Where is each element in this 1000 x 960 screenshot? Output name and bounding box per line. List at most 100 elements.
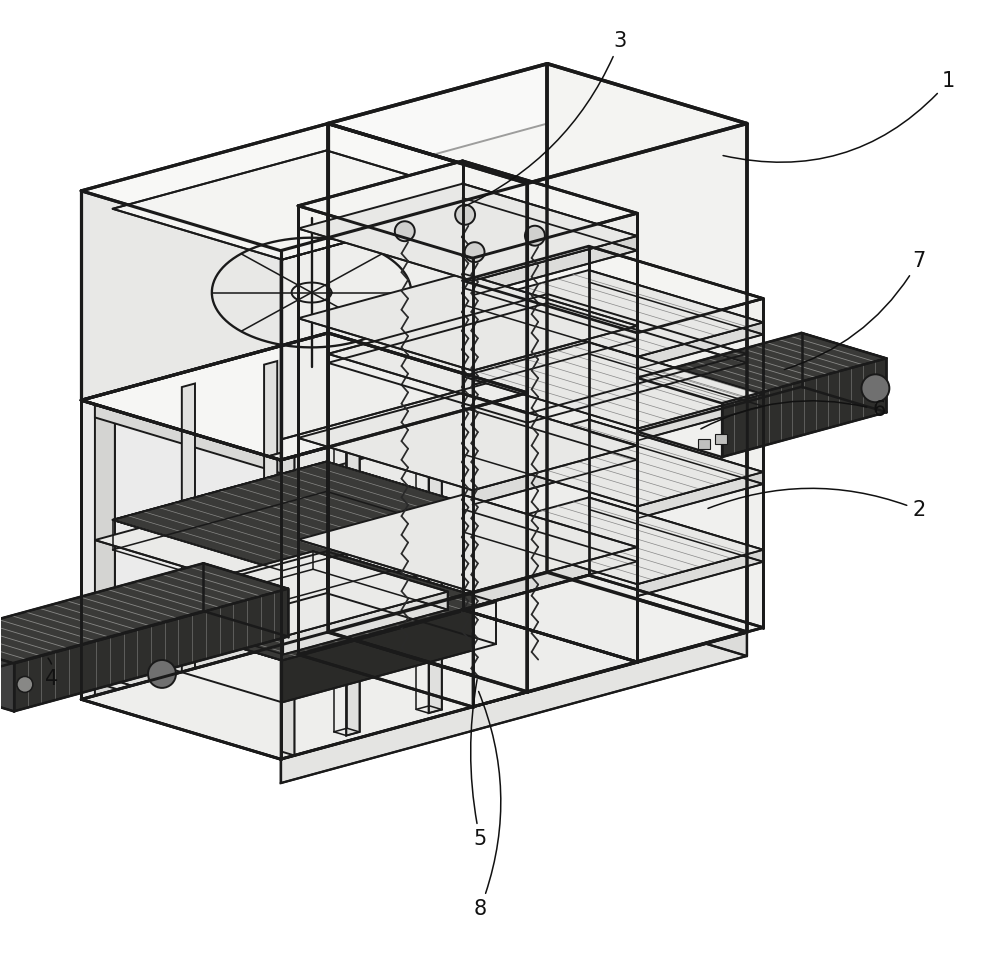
- Polygon shape: [282, 602, 496, 667]
- Circle shape: [525, 226, 545, 246]
- Polygon shape: [463, 161, 637, 662]
- Polygon shape: [95, 396, 115, 702]
- Polygon shape: [282, 202, 496, 439]
- Polygon shape: [268, 452, 294, 460]
- Polygon shape: [113, 462, 496, 571]
- Polygon shape: [328, 333, 348, 638]
- Polygon shape: [589, 246, 763, 628]
- Polygon shape: [473, 325, 637, 385]
- Circle shape: [455, 204, 475, 225]
- Polygon shape: [281, 671, 527, 759]
- Polygon shape: [0, 638, 14, 711]
- Polygon shape: [499, 389, 527, 397]
- Circle shape: [861, 374, 889, 402]
- Polygon shape: [95, 481, 511, 600]
- Circle shape: [465, 242, 485, 262]
- Polygon shape: [637, 395, 763, 441]
- Polygon shape: [312, 333, 348, 344]
- Polygon shape: [81, 675, 294, 738]
- Text: 5: 5: [471, 680, 487, 849]
- Polygon shape: [589, 420, 763, 484]
- Polygon shape: [298, 274, 637, 371]
- Polygon shape: [463, 246, 763, 333]
- Polygon shape: [281, 456, 294, 481]
- Polygon shape: [298, 494, 637, 592]
- Polygon shape: [328, 63, 747, 183]
- Polygon shape: [722, 358, 886, 457]
- Polygon shape: [281, 632, 747, 783]
- Polygon shape: [589, 497, 763, 562]
- Polygon shape: [637, 323, 763, 369]
- Polygon shape: [463, 342, 763, 429]
- Polygon shape: [101, 339, 348, 427]
- Polygon shape: [264, 361, 277, 663]
- Polygon shape: [463, 183, 637, 251]
- Polygon shape: [294, 540, 511, 609]
- Text: 6: 6: [701, 400, 886, 429]
- Text: 3: 3: [465, 32, 626, 206]
- Polygon shape: [802, 333, 886, 412]
- Polygon shape: [281, 393, 527, 759]
- Polygon shape: [101, 617, 348, 706]
- Polygon shape: [81, 333, 527, 460]
- Text: 4: 4: [45, 659, 58, 689]
- Polygon shape: [282, 513, 496, 578]
- Circle shape: [17, 677, 33, 692]
- Polygon shape: [95, 675, 294, 756]
- Polygon shape: [113, 551, 496, 660]
- Polygon shape: [313, 551, 448, 610]
- Polygon shape: [81, 572, 747, 759]
- Polygon shape: [346, 433, 360, 735]
- Text: 2: 2: [708, 489, 925, 520]
- Polygon shape: [268, 667, 527, 738]
- Polygon shape: [637, 472, 763, 518]
- Polygon shape: [328, 294, 747, 414]
- Polygon shape: [637, 333, 886, 403]
- Polygon shape: [463, 420, 763, 507]
- Polygon shape: [312, 481, 511, 550]
- Text: 7: 7: [784, 251, 925, 370]
- Polygon shape: [547, 294, 747, 363]
- Polygon shape: [298, 161, 637, 258]
- Polygon shape: [182, 383, 195, 686]
- Polygon shape: [282, 452, 294, 756]
- Polygon shape: [81, 333, 328, 700]
- Polygon shape: [298, 183, 637, 281]
- Polygon shape: [81, 124, 547, 700]
- Polygon shape: [463, 393, 637, 460]
- Polygon shape: [281, 734, 294, 759]
- Circle shape: [395, 221, 415, 241]
- Polygon shape: [95, 396, 294, 477]
- Polygon shape: [281, 456, 294, 759]
- Polygon shape: [429, 411, 442, 713]
- Polygon shape: [149, 551, 448, 636]
- Polygon shape: [589, 342, 763, 406]
- Text: 8: 8: [473, 691, 501, 919]
- Polygon shape: [473, 213, 637, 707]
- Polygon shape: [81, 612, 348, 684]
- Polygon shape: [328, 124, 527, 393]
- Polygon shape: [81, 333, 348, 406]
- Polygon shape: [113, 151, 496, 259]
- Polygon shape: [527, 124, 747, 692]
- Polygon shape: [0, 564, 288, 663]
- Polygon shape: [515, 389, 527, 692]
- Polygon shape: [281, 183, 527, 460]
- Polygon shape: [637, 550, 763, 596]
- Polygon shape: [473, 236, 637, 296]
- Polygon shape: [101, 402, 115, 706]
- Polygon shape: [282, 602, 496, 703]
- Polygon shape: [473, 445, 637, 505]
- Polygon shape: [589, 270, 763, 334]
- Polygon shape: [527, 354, 747, 422]
- Polygon shape: [281, 393, 527, 481]
- Polygon shape: [328, 612, 348, 638]
- Text: 1: 1: [723, 71, 955, 162]
- Bar: [715, 434, 727, 444]
- Polygon shape: [328, 333, 348, 360]
- Polygon shape: [637, 299, 763, 662]
- Polygon shape: [81, 396, 115, 406]
- Polygon shape: [463, 274, 637, 340]
- Polygon shape: [547, 572, 747, 656]
- Polygon shape: [298, 393, 637, 491]
